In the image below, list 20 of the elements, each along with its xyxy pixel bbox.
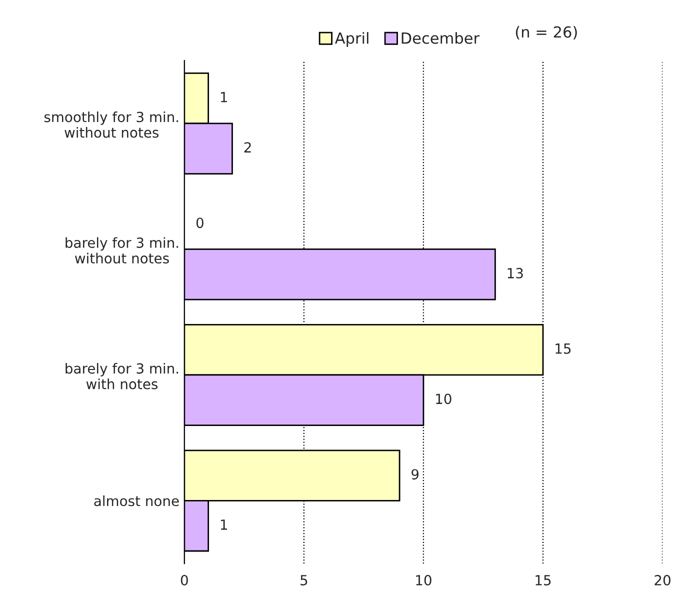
data-label: 1 xyxy=(220,92,227,102)
data-label: 10 xyxy=(436,394,452,404)
data-label: 2 xyxy=(244,142,251,152)
data-label: 9 xyxy=(412,469,419,480)
legend-label: December xyxy=(402,32,480,44)
x-tick-label: 15 xyxy=(536,575,551,586)
data-label: 13 xyxy=(508,268,523,278)
x-tick-label: 20 xyxy=(654,574,670,586)
text: (n = 26) xyxy=(516,26,577,40)
y-tick-label: barely for 3 min. without notes xyxy=(66,237,178,264)
y-tick-label: barely for 3 min. with notes xyxy=(66,362,178,390)
legend-label: April xyxy=(334,32,368,47)
x-tick-label: 0 xyxy=(180,574,188,586)
x-tick-label: 5 xyxy=(300,575,308,586)
data-label: 0 xyxy=(196,218,204,228)
data-label: 1 xyxy=(220,520,227,530)
y-tick-label: smoothly for 3 min. without notes xyxy=(44,111,178,138)
data-label: 15 xyxy=(556,344,571,354)
x-tick-label: 10 xyxy=(416,574,432,586)
y-tick-label: almost none xyxy=(94,495,179,506)
